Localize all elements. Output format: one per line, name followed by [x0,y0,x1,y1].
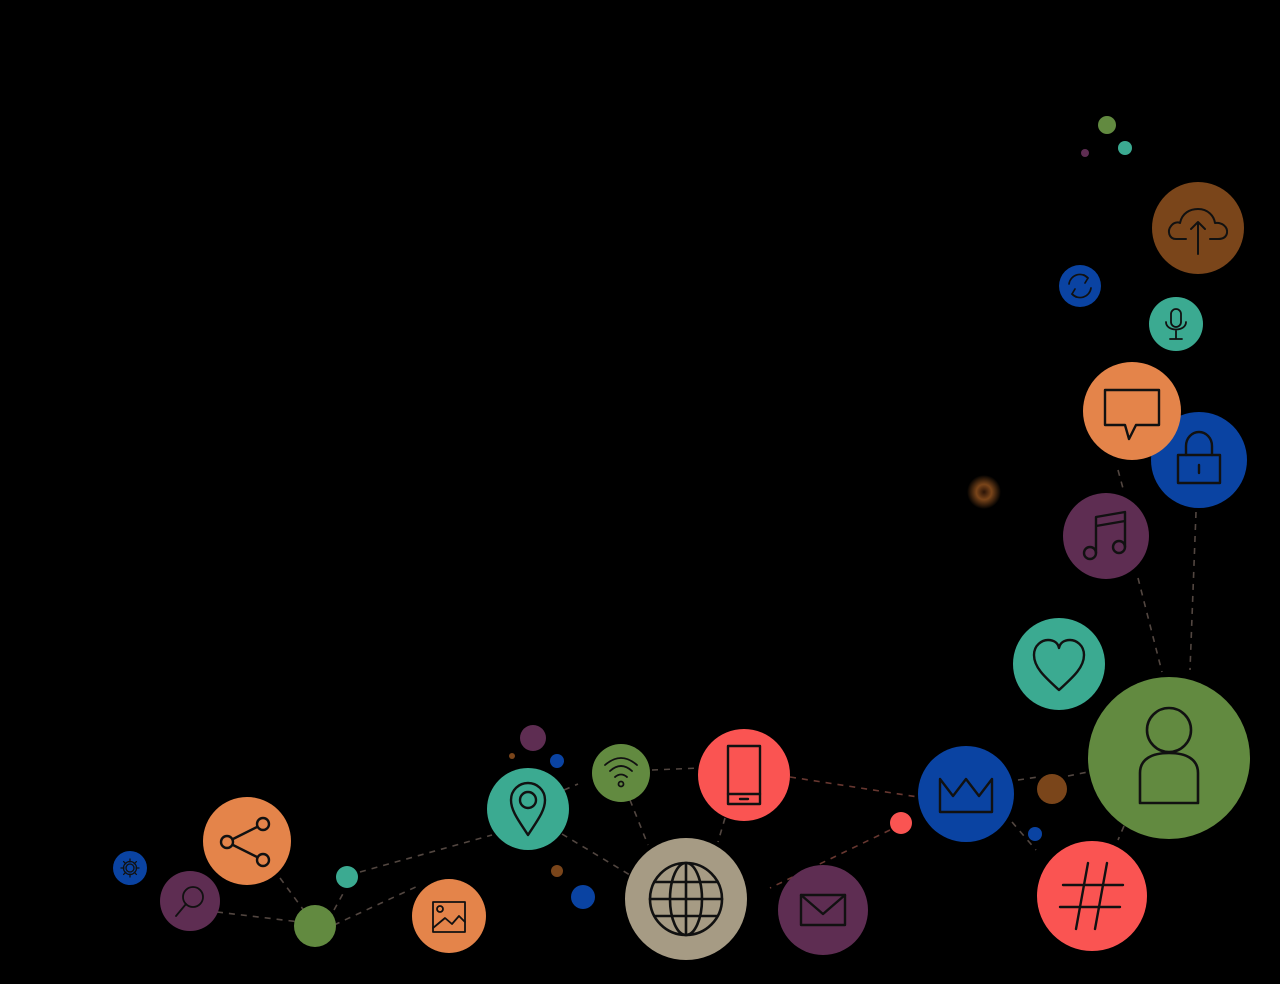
heart-icon [1032,638,1086,692]
decorative-dot [890,812,912,834]
connector-line [1117,825,1125,841]
globe-icon [648,861,724,937]
search-node [160,871,220,931]
connector-line [216,911,301,923]
decorative-dot [1028,827,1042,841]
sync-node [1059,265,1101,307]
cloud-upload-icon [1167,208,1229,255]
connector-line [789,776,919,798]
gear-icon [120,858,140,878]
connector-line [279,877,306,913]
settings-node [113,851,147,885]
decorative-dot [1118,141,1132,155]
connector-line [651,767,701,771]
connector-line [1189,511,1197,671]
mobile-node [698,729,790,821]
decorative-dot [336,866,358,888]
icon-nodes [113,182,1250,960]
node-circle [1083,362,1181,460]
padlock-icon [1176,430,1222,485]
node-circle [1149,297,1203,351]
node-circle [592,744,650,802]
share-icon [219,816,271,868]
decorative-dots [294,116,1132,947]
microphone-node [1149,297,1203,351]
speech-bubble-icon [1103,388,1161,441]
node-circle [1059,265,1101,307]
decorative-dot [1037,774,1067,804]
hashtag-node [1037,841,1147,951]
favorite-node [1013,618,1105,710]
decorative-dot [294,905,336,947]
connector-line [769,829,891,889]
node-circle [1013,618,1105,710]
decorative-dot [571,885,595,909]
decorative-dot [520,725,546,751]
decorative-dot [1098,116,1116,134]
connector-line [333,889,346,911]
decorative-dot [509,753,515,759]
node-circle [1037,841,1147,951]
user-node [1088,677,1250,839]
node-circle [412,879,486,953]
refresh-icon [1068,273,1092,299]
connector-line [333,884,421,926]
connector-line [561,833,631,876]
envelope-icon [799,893,847,927]
connector-line [1117,469,1125,493]
music-note-icon [1082,510,1127,561]
decorative-dot [551,865,563,877]
location-node [487,768,569,850]
image-icon [432,901,466,933]
node-circle [203,797,291,885]
music-node [1063,493,1149,579]
share-node [203,797,291,885]
globe-node [625,838,747,960]
hashtag-icon [1058,861,1125,931]
connector-line [1137,577,1163,673]
connector-line [359,834,493,873]
connector-line [717,817,726,843]
connector-line [1017,776,1039,781]
connector-line [563,783,579,791]
crown-icon [938,777,994,814]
lock-node [1151,412,1247,508]
node-circle [113,851,147,885]
smartphone-icon [726,744,762,806]
comment-node [1083,362,1181,460]
wifi-icon [604,757,638,788]
location-pin-icon [509,781,547,837]
image-node [412,879,486,953]
node-circle [160,871,220,931]
connector-line [629,799,649,846]
cloud-upload-node [1152,182,1244,274]
node-circle [918,746,1014,842]
connector-lines [216,469,1197,926]
node-circle [1088,677,1250,839]
blurred-dot [967,475,1001,509]
connector-line [1067,771,1089,777]
search-icon [175,886,204,917]
node-circle [1151,412,1247,508]
decorative-dot [1081,149,1089,157]
node-circle [778,865,868,955]
microphone-icon [1165,308,1187,340]
node-circle [698,729,790,821]
wifi-node [592,744,650,802]
decorative-dot [550,754,564,768]
crown-node [918,746,1014,842]
user-icon [1138,706,1200,805]
mail-node [778,865,868,955]
node-circle [1063,493,1149,579]
